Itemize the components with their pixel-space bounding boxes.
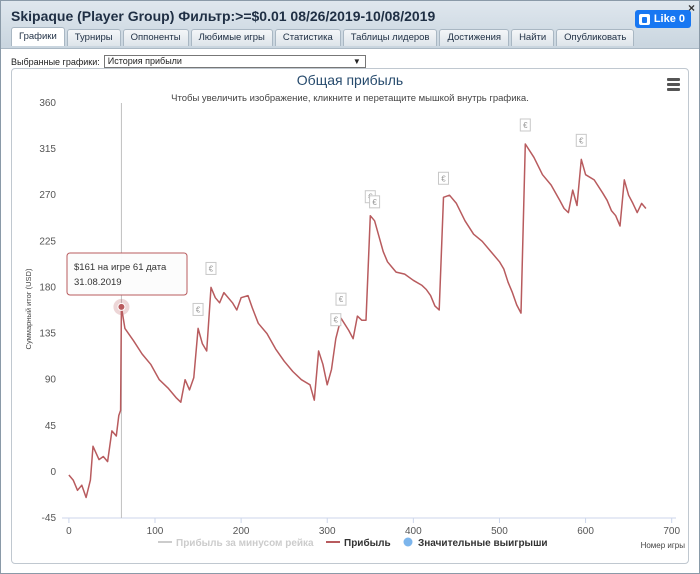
thumbs-up-icon: [638, 13, 650, 25]
chart-subtitle: Чтобы увеличить изображение, кликните и …: [171, 93, 529, 104]
window-title: Skipaque (Player Group) Фильтр:>=$0.01 0…: [11, 8, 436, 24]
title-bar: Skipaque (Player Group) Фильтр:>=$0.01 0…: [1, 1, 699, 49]
currency-icon: €: [209, 264, 214, 273]
tab-search[interactable]: Найти: [511, 29, 555, 46]
tooltip-line-1: $161 на игре 61 дата: [74, 262, 167, 273]
tab-statistics[interactable]: Статистика: [274, 29, 341, 46]
big-win-flag: €: [335, 292, 347, 306]
tab-favorite-games[interactable]: Любимые игры: [190, 29, 273, 46]
x-tick-label: 600: [577, 526, 594, 537]
chevron-down-icon: ▼: [352, 57, 361, 66]
big-win-flag: €: [437, 171, 449, 185]
tooltip-box: [66, 252, 188, 296]
currency-icon: €: [339, 295, 344, 304]
big-win-flag: €: [519, 118, 531, 132]
tab-publish[interactable]: Опубликовать: [556, 29, 635, 46]
x-axis-label: Номер игры: [641, 541, 686, 550]
y-tick-label: 135: [39, 329, 56, 340]
x-tick-label: 100: [147, 526, 164, 537]
facebook-like-label: Like 0: [653, 13, 685, 25]
facebook-like-button[interactable]: Like 0: [634, 10, 691, 28]
y-tick-label: 225: [39, 236, 56, 247]
legend-big-win-marker: [403, 537, 413, 547]
y-tick-label: 90: [45, 375, 57, 386]
legend-profit-label[interactable]: Прибыль: [344, 537, 391, 549]
x-tick-label: 700: [663, 526, 680, 537]
x-tick-label: 400: [405, 526, 422, 537]
tooltip-line-2: 31.08.2019: [74, 277, 122, 288]
highlight-point: [117, 302, 126, 311]
profit-chart[interactable]: Общая прибыль Чтобы увеличить изображени…: [12, 69, 688, 563]
close-icon[interactable]: ×: [687, 1, 695, 15]
big-win-flag-box: [575, 133, 587, 147]
plot-area: €€€€€€€€€: [68, 103, 647, 518]
axes: -45 0 45 90 135 180 225 270 315 360 0 100 200 300 400 5…: [39, 98, 680, 537]
x-tick-label: 0: [66, 526, 72, 537]
big-win-flag-box: [519, 118, 531, 132]
legend: Прибыль за минусом рейка Прибыль Значите…: [158, 537, 548, 549]
chart-select[interactable]: История прибыли ▼: [103, 55, 366, 68]
big-win-flag-box: [335, 292, 347, 306]
chart-title: Общая прибыль: [297, 72, 403, 88]
x-tick-label: 200: [233, 526, 250, 537]
profit-series-line: [68, 143, 647, 499]
big-win-flag: €: [192, 302, 204, 316]
big-win-flag: €: [330, 313, 342, 327]
hamburger-menu-icon[interactable]: [667, 78, 680, 93]
currency-icon: €: [372, 198, 377, 207]
x-tick-label: 300: [319, 526, 336, 537]
big-win-flag: €: [575, 133, 587, 147]
currency-icon: €: [196, 305, 201, 314]
tab-bar: Графики Турниры Оппоненты Любимые игры С…: [11, 27, 635, 46]
big-win-flag: €: [369, 195, 381, 209]
big-win-flag-box: [330, 313, 342, 327]
y-tick-label: 45: [45, 421, 57, 432]
tab-opponents[interactable]: Оппоненты: [122, 29, 189, 46]
y-tick-label: -45: [42, 513, 57, 524]
y-axis-label: Суммарный итог (USD): [24, 268, 33, 349]
y-tick-label: 0: [50, 467, 56, 478]
currency-icon: €: [441, 174, 446, 183]
chart-chooser-label: Выбранные графики:: [11, 56, 100, 67]
big-win-flag-box: [369, 195, 381, 209]
big-win-flag: €: [205, 261, 217, 275]
currency-icon: €: [334, 316, 339, 325]
tab-charts[interactable]: Графики: [11, 27, 65, 46]
y-tick-label: 270: [39, 190, 56, 201]
tab-achievements[interactable]: Достижения: [439, 29, 510, 46]
tab-tournaments[interactable]: Турниры: [66, 29, 121, 46]
x-tick-label: 500: [491, 526, 508, 537]
chart-container[interactable]: Общая прибыль Чтобы увеличить изображени…: [11, 68, 689, 564]
legend-big-win-label[interactable]: Значительные выигрыши: [418, 538, 548, 549]
y-tick-label: 180: [39, 282, 56, 293]
y-tick-label: 360: [39, 98, 56, 109]
y-tick-label: 315: [39, 144, 56, 155]
chart-select-value: История прибыли: [107, 56, 182, 66]
big-win-flag-box: [437, 171, 449, 185]
data-tooltip: $161 на игре 61 дата 31.08.2019: [66, 252, 188, 296]
big-win-flag-box: [192, 302, 204, 316]
big-win-flag-box: [205, 261, 217, 275]
currency-icon: €: [579, 136, 584, 145]
chart-chooser: Выбранные графики: История прибыли ▼: [11, 55, 366, 68]
tab-leaderboards[interactable]: Таблицы лидеров: [342, 29, 438, 46]
currency-icon: €: [523, 121, 528, 130]
legend-rake-label[interactable]: Прибыль за минусом рейка: [176, 537, 314, 549]
